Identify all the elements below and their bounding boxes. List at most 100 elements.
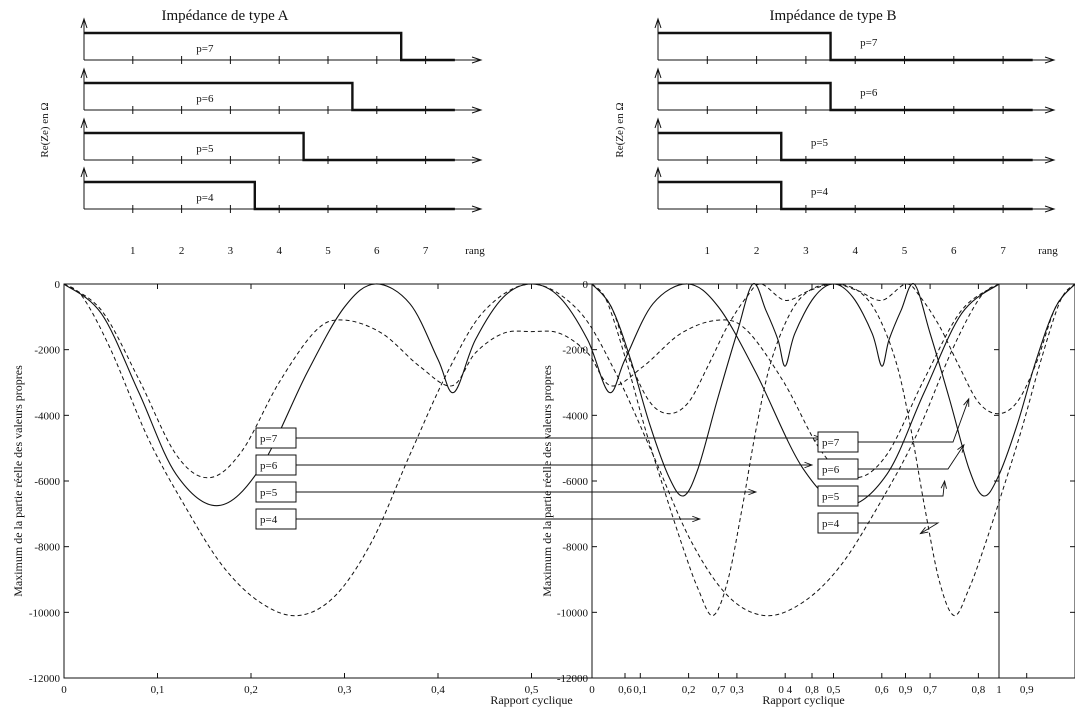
- type-b-legend-label: p=6: [822, 464, 840, 476]
- type-a-step-xlabel: rang: [465, 245, 485, 257]
- type-a-x-tick-label: 0,7: [712, 684, 726, 696]
- type-a-y-tick-label: -2000: [34, 345, 60, 357]
- type-a-x-tick-label: 0,2: [244, 684, 258, 696]
- type-a-title: Impédance de type A: [161, 8, 288, 24]
- type-b-step-ylabel: Re(Ze) en Ω: [614, 102, 626, 157]
- type-b-step-label: p=5: [811, 137, 829, 149]
- type-b-legend-arrow: [858, 398, 970, 443]
- type-a-step-tick-label: 3: [228, 245, 234, 257]
- type-a-series-p6: [64, 283, 999, 479]
- type-a-y-tick-label: -12000: [29, 673, 61, 685]
- type-b-legend-item: p=5: [817, 479, 947, 507]
- type-b-step-row: p=4: [654, 166, 1056, 213]
- type-a-step-row: p=5: [80, 117, 483, 164]
- type-a-y-tick-label: -10000: [29, 607, 61, 619]
- type-a-legend-label: p=4: [260, 514, 278, 526]
- type-b-x-tick-label: 0 4: [778, 684, 792, 696]
- type-b-legend-item: p=4: [817, 512, 940, 535]
- type-b-x-tick-label: 0,8: [972, 684, 986, 696]
- type-b-step-row: p=7: [654, 17, 1056, 64]
- type-a-step-tick-label: 2: [179, 245, 185, 257]
- type-a-x-tick-label: 0,6: [618, 684, 632, 696]
- type-a-step-panel: p=7 p=6 p=5 p=4 1 2 3 4 5 6 7 rang Re(Ze) en Ω: [39, 17, 485, 257]
- type-b-x-tick-label: 0,7: [923, 684, 937, 696]
- type-a-plot-frame: [63, 283, 1000, 679]
- type-b-legend-label: p=4: [822, 518, 840, 530]
- type-b-step-line: [658, 180, 1033, 211]
- type-a-step-line: [84, 31, 455, 62]
- type-a-y-tick-label: -4000: [34, 410, 60, 422]
- type-a-step-row: p=7: [80, 17, 483, 64]
- type-b-legend-label: p=5: [822, 491, 840, 503]
- type-b-y-tick-label: -2000: [562, 345, 588, 357]
- type-b-x-tick-label: 0,2: [682, 684, 696, 696]
- type-a-step-line: [84, 131, 455, 162]
- type-a-y-tick-label: -6000: [34, 476, 60, 488]
- type-a-x-tick-label: 1: [996, 684, 1002, 696]
- type-a-legend-arrowhead: [748, 488, 758, 496]
- type-b-x-tick-label: 0,1: [633, 684, 647, 696]
- type-a-step-row: p=4: [80, 166, 483, 213]
- type-a-step-label: p=4: [196, 192, 214, 204]
- type-a-step-vaxis-arrow: [80, 17, 88, 29]
- type-b-xlabel: Rapport cyclique: [762, 693, 844, 707]
- type-b-step-vaxis-arrow: [654, 117, 662, 129]
- type-a-step-tick-label: 1: [130, 245, 136, 257]
- type-a-series-p5: [64, 283, 999, 617]
- type-b-legend-item: p=7: [817, 397, 970, 453]
- type-a-step-axis-arrow: [471, 205, 483, 213]
- type-a-step-vaxis-arrow: [80, 166, 88, 178]
- type-b-x-tick-label: 0: [589, 684, 595, 696]
- type-b-series-p5: [592, 283, 1075, 617]
- type-a-legend-arrowhead: [804, 461, 814, 469]
- type-a-step-ylabel: Re(Ze) en Ω: [39, 102, 51, 157]
- type-a-step-line: [84, 81, 455, 112]
- type-b-y-tick-label: -6000: [562, 476, 588, 488]
- type-b-series-p6: [592, 283, 1075, 415]
- type-a-step-line: [84, 180, 455, 211]
- type-b-step-vaxis-arrow: [654, 166, 662, 178]
- type-b-x-tick-label: 0,5: [827, 684, 841, 696]
- type-a-x-tick-label: 0,1: [151, 684, 165, 696]
- type-a-step-axis-arrow: [471, 156, 483, 164]
- type-a-step-row: p=6: [80, 67, 483, 114]
- type-b-step-vaxis-arrow: [654, 67, 662, 79]
- type-b-step-panel: p=7 p=6 p=5 p=4 1 2 3 4 5 6 7 rang Re(Ze) en Ω: [614, 17, 1058, 257]
- type-b-y-tick-label: -10000: [557, 607, 589, 619]
- type-a-legend-item: p=4: [255, 508, 702, 530]
- type-a-step-tick-label: 5: [325, 245, 331, 257]
- type-a-series-p7: [64, 283, 999, 507]
- type-a-x-tick-label: 0,3: [338, 684, 352, 696]
- type-b-step-row: p=6: [654, 67, 1056, 114]
- type-b-x-tick-label: 0,9: [1020, 684, 1034, 696]
- type-b-legend-label: p=7: [822, 437, 840, 449]
- type-b-ylabel: Maximum de la partie réelle des valeurs …: [540, 365, 554, 597]
- type-a-ylabel: Maximum de la partie réelle des valeurs …: [11, 365, 25, 597]
- type-b-step-tick-label: 5: [902, 245, 908, 257]
- type-a-legend-arrowhead: [692, 515, 702, 523]
- type-a-x-tick-label: 0,4: [431, 684, 445, 696]
- type-a-step-label: p=5: [196, 143, 214, 155]
- type-b-legend-arrow: [858, 480, 946, 497]
- type-a-legend-item: p=5: [255, 481, 758, 503]
- type-b-step-axis-arrow: [1044, 106, 1056, 114]
- type-a-step-label: p=6: [196, 93, 214, 105]
- type-b-step-xlabel: rang: [1038, 245, 1058, 257]
- type-b-step-line: [658, 31, 1033, 62]
- type-b-step-label: p=7: [860, 37, 878, 49]
- type-a-legend-item: p=6: [255, 454, 814, 476]
- type-b-legend-arrow: [858, 522, 940, 534]
- type-b-step-tick-label: 3: [803, 245, 809, 257]
- type-b-step-tick-label: 4: [852, 245, 858, 257]
- type-b-step-row: p=5: [654, 117, 1056, 164]
- type-a-xlabel: Rapport cyclique: [490, 693, 572, 707]
- type-b-legend-item: p=6: [817, 443, 965, 480]
- type-b-step-axis-arrow: [1044, 156, 1056, 164]
- type-a-step-tick-label: 7: [423, 245, 429, 257]
- type-a-step-axis-arrow: [471, 56, 483, 64]
- type-a-legend-label: p=6: [260, 460, 278, 472]
- type-a-x-tick-label: 0: [61, 684, 67, 696]
- type-b-step-label: p=4: [811, 186, 829, 198]
